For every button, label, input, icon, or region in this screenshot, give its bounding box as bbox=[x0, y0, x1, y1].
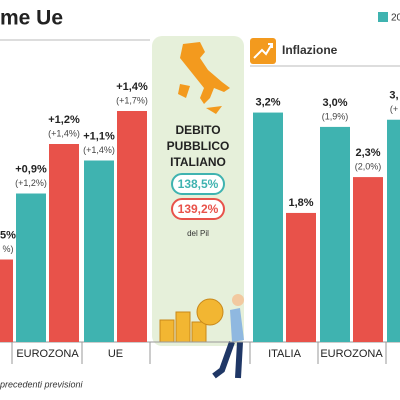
category-label: UE bbox=[108, 348, 123, 360]
previous-label: (+1,4%) bbox=[48, 128, 80, 138]
previous-label: (2,0%) bbox=[355, 161, 382, 171]
bar bbox=[49, 144, 79, 342]
previous-label: (+1,4%) bbox=[83, 145, 115, 155]
previous-label: (1,9%) bbox=[322, 111, 349, 121]
value-label: 3, bbox=[389, 90, 398, 102]
value-label: +1,2% bbox=[48, 114, 80, 126]
debt-pill bbox=[171, 198, 225, 220]
bar bbox=[16, 193, 46, 342]
category-label: EUROZONA bbox=[320, 348, 383, 360]
value-label: 5% bbox=[0, 229, 16, 241]
previous-label: %) bbox=[3, 244, 14, 254]
legend-label: 20 bbox=[391, 13, 400, 24]
bar bbox=[353, 177, 383, 342]
debt-note: del Pil bbox=[187, 229, 209, 238]
bar bbox=[320, 126, 350, 343]
bar bbox=[387, 119, 400, 342]
inflation-icon-arrow bbox=[253, 43, 273, 59]
value-label: +0,9% bbox=[15, 163, 47, 175]
legend-swatch bbox=[378, 12, 388, 22]
bar bbox=[253, 112, 283, 342]
value-label: 1,8% bbox=[288, 197, 313, 209]
value-label: 3,0% bbox=[322, 97, 347, 109]
debt-value: 138,5% bbox=[178, 177, 219, 191]
value-label: +1,4% bbox=[116, 81, 148, 93]
previous-label: (+1,2%) bbox=[15, 178, 47, 188]
man bbox=[212, 294, 244, 379]
debt-pill bbox=[171, 173, 225, 195]
debt-title: ITALIANO bbox=[170, 155, 226, 169]
bar bbox=[286, 212, 316, 342]
footnote: precedenti previsioni bbox=[0, 379, 84, 389]
bar bbox=[117, 111, 147, 342]
value-label: 3,2% bbox=[255, 96, 280, 108]
value-label: +1,1% bbox=[83, 130, 115, 142]
bar bbox=[0, 259, 13, 342]
chart-title: Inflazione bbox=[282, 43, 338, 57]
debt-title: PUBBLICO bbox=[167, 139, 230, 153]
previous-label: (+1,7%) bbox=[116, 95, 148, 105]
previous-label: (+ bbox=[390, 104, 398, 114]
debt-title: DEBITO bbox=[175, 123, 220, 137]
category-label: EUROZONA bbox=[16, 348, 79, 360]
category-label: ITALIA bbox=[268, 348, 301, 360]
title: me Ue bbox=[0, 7, 63, 30]
bar bbox=[84, 160, 114, 342]
debt-value: 139,2% bbox=[178, 202, 219, 216]
italy-map bbox=[178, 42, 230, 114]
value-label: 2,3% bbox=[355, 147, 380, 159]
